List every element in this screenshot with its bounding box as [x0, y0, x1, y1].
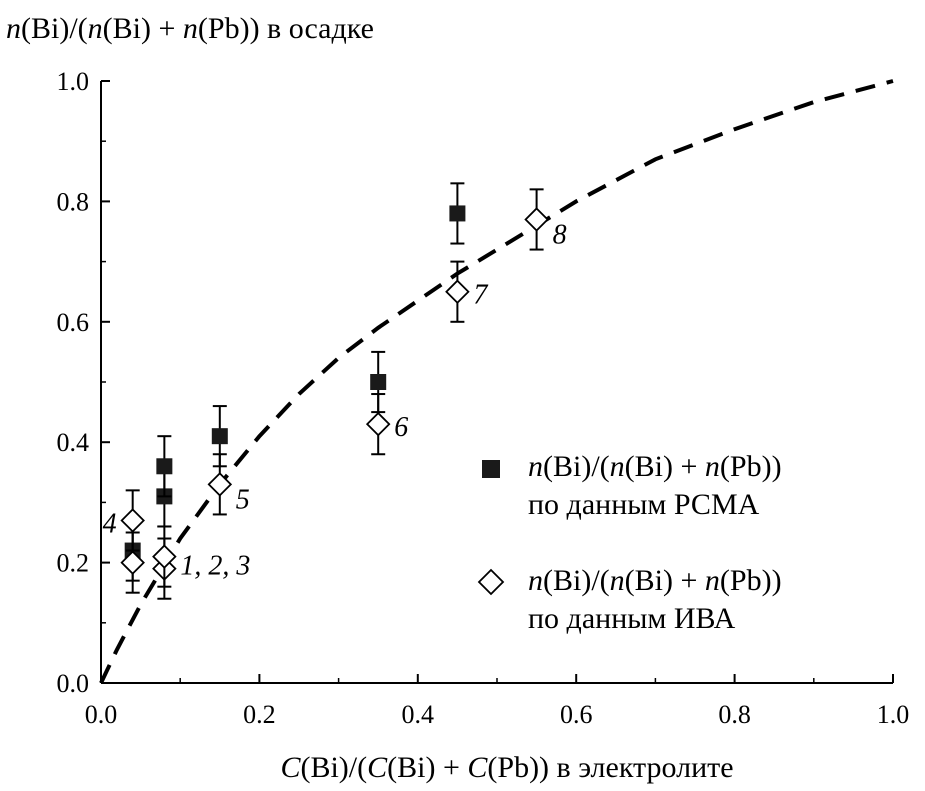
legend-iva-text-line-1-part: (Bi)/( — [543, 564, 610, 597]
legend-rsma-text-line-2-part: по данным РСМА — [528, 488, 760, 521]
y-tick-label: 0.2 — [57, 549, 90, 578]
rsma-point-5-marker — [370, 374, 387, 390]
legend-iva-text-line-1-part: (Bi) + — [625, 564, 705, 597]
legend-iva-text-line-1-part: n — [610, 564, 625, 597]
iva-point-5-marker — [207, 472, 233, 497]
point-label-6: 8 — [553, 220, 567, 251]
x-axis-title-part: C — [467, 751, 488, 784]
iva-point-1-marker — [120, 508, 145, 533]
legend: n(Bi)/(n(Bi) + n(Pb))по данным РСМАn(Bi)… — [477, 450, 782, 635]
y-axis-title: n(Bi)/(n(Bi) + n(Pb)) в осадке — [6, 12, 374, 45]
point-labels-layer: 4 1, 2, 3 5 6 7 8 — [103, 220, 567, 582]
axes: 0.0 0.2 0.4 0.6 0.8 1.0 0.0 0.2 0.4 0.6 0.8 1.0 — [57, 67, 910, 729]
y-axis-title-part: n — [6, 12, 21, 45]
iva-point-6-marker — [365, 411, 391, 437]
y-axis-title-part: n — [88, 12, 103, 45]
point-label-3: 5 — [236, 484, 250, 515]
y-tick-label: 0.4 — [57, 428, 90, 457]
legend-iva-text-line-1-part: (Pb)) — [720, 564, 782, 597]
x-tick-label: 1.0 — [877, 700, 910, 729]
x-axis-title-part: (Pb)) в электролите — [487, 751, 733, 784]
x-tick-label: 0.4 — [402, 700, 435, 729]
y-axis-title-part: n — [183, 12, 198, 45]
legend-rsma-text-line-2: по данным РСМА — [528, 488, 760, 521]
x-tick-label: 0.6 — [560, 700, 593, 729]
y-tick-label: 0.6 — [57, 308, 90, 337]
rsma-point-3-marker — [156, 458, 173, 475]
point-label-4: 6 — [394, 412, 408, 443]
legend-rsma-text-line-1-part: (Bi)/( — [543, 450, 610, 483]
legend-rsma-text-line-1-part: n — [528, 450, 543, 483]
rsma-point-4-marker — [211, 428, 228, 445]
legend-iva-marker — [477, 568, 505, 596]
legend-rsma-text-line-1-part: n — [705, 450, 720, 483]
y-tick-label: 1.0 — [57, 67, 90, 96]
data-points-layer — [120, 182, 549, 600]
iva-point-2-marker — [120, 550, 145, 575]
x-axis-title-part: C — [280, 751, 301, 784]
x-tick-label: 0.8 — [718, 700, 751, 729]
y-tick-label: 0.0 — [57, 669, 90, 698]
point-label-5: 7 — [473, 280, 488, 311]
legend-iva-text-line-2-part: по данным ИВА — [528, 602, 736, 635]
legend-iva-text-line-2: по данным ИВА — [528, 602, 736, 635]
rsma-point-6-marker — [449, 205, 466, 222]
iva-point-4-marker — [152, 544, 177, 569]
legend-iva-text-line-1-part: n — [705, 564, 720, 597]
legend-iva-text-line-1-part: n — [528, 564, 543, 597]
x-axis-title-part: (Bi)/( — [300, 751, 367, 784]
legend-iva-text-line-1: n(Bi)/(n(Bi) + n(Pb)) — [528, 564, 782, 597]
point-label-1: 4 — [103, 508, 117, 539]
x-tick-label: 0.0 — [85, 700, 118, 729]
iva-point-8-marker — [524, 207, 549, 232]
y-tick-label: 0.8 — [57, 187, 90, 216]
legend-rsma-text-line-1-part: (Pb)) — [720, 450, 782, 483]
y-axis-title-part: (Bi) + — [103, 12, 183, 45]
legend-rsma-text-line-1: n(Bi)/(n(Bi) + n(Pb)) — [528, 450, 782, 483]
y-axis-title-part: (Bi)/( — [21, 12, 88, 45]
point-label-2: 1, 2, 3 — [180, 551, 250, 582]
y-axis-title-part: (Pb)) в осадке — [198, 12, 374, 45]
legend-rsma-text-line-1-part: n — [610, 450, 625, 483]
x-axis-title-part: C — [367, 751, 388, 784]
legend-rsma-marker — [482, 460, 500, 478]
x-axis-title-part: (Bi) + — [387, 751, 467, 784]
legend-rsma-text-line-1-part: (Bi) + — [625, 450, 705, 483]
iva-point-7-marker — [445, 279, 470, 304]
x-tick-label: 0.2 — [243, 700, 276, 729]
x-axis-title: C(Bi)/(C(Bi) + C(Pb)) в электролите — [280, 751, 733, 784]
axis-titles: n(Bi)/(n(Bi) + n(Pb)) в осадкеC(Bi)/(C(B… — [6, 12, 734, 784]
